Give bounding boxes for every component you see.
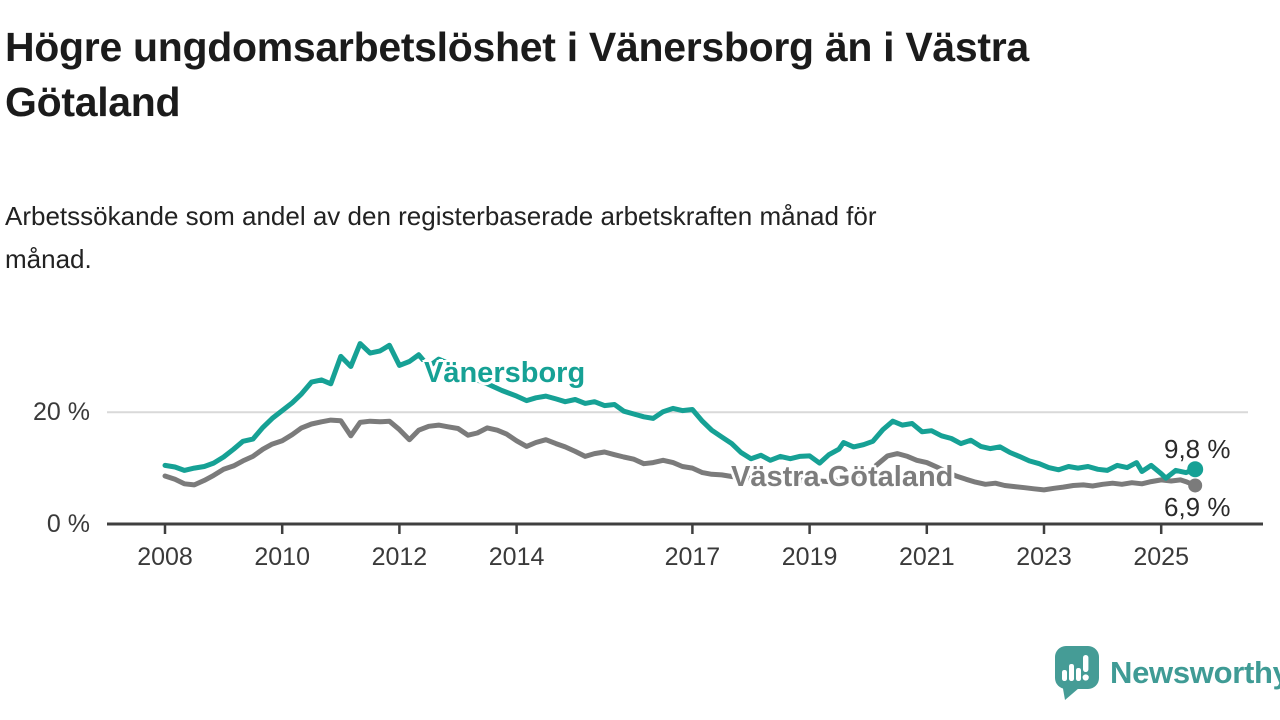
newsworthy-wordmark: Newsworthy: [1110, 655, 1280, 690]
x-tick-label: 2010: [254, 543, 310, 571]
y-tick-label: 20 %: [33, 398, 90, 427]
x-tick-label: 2025: [1133, 543, 1189, 571]
end-value-label-vanersborg: 9,8 %: [1164, 434, 1231, 464]
series-lines: [162, 341, 1204, 493]
series-label-vastra-gotaland: Västra Götaland: [731, 461, 954, 493]
series-line-v-nersborg: [162, 341, 1198, 481]
chart-subtitle: Arbetssökande som andel av den registerb…: [5, 195, 1205, 281]
x-tick-label: 2019: [781, 543, 838, 571]
newsworthy-logo-mark: [1055, 646, 1099, 700]
chart-subtitle-line2: månad.: [5, 244, 92, 274]
x-tick-label: 2021: [898, 543, 955, 571]
series-endpoint-dot-v-stra-g-taland: [1188, 478, 1203, 493]
newsworthy-logo: Newsworthy: [1053, 645, 1280, 701]
bar-chart-icon: [1062, 655, 1089, 681]
end-value-label-vastra-gotaland: 6,9 %: [1164, 492, 1231, 522]
series-line-v-stra-g-taland: [162, 417, 1198, 493]
chart-title: Högre ungdomsarbetslöshet i Vänersborg ä…: [5, 20, 1235, 130]
x-tick-label: 2008: [137, 543, 193, 571]
chart-subtitle-line1: Arbetssökande som andel av den registerb…: [5, 201, 877, 231]
x-tick-label: 2023: [1016, 543, 1072, 571]
chart-title-line2: Götaland: [5, 79, 181, 125]
series-endpoint-dot-v-nersborg: [1187, 461, 1204, 478]
y-tick-label: 0 %: [46, 510, 90, 538]
series-label-vanersborg: Vänersborg: [424, 357, 586, 389]
chart-title-line1: Högre ungdomsarbetslöshet i Vänersborg ä…: [5, 24, 1029, 70]
x-tick-label: 2014: [488, 543, 545, 571]
x-axis: [107, 522, 1263, 534]
speech-bubble-tail: [1062, 683, 1079, 700]
x-tick-label: 2017: [664, 543, 721, 571]
x-tick-label: 2012: [371, 543, 428, 571]
